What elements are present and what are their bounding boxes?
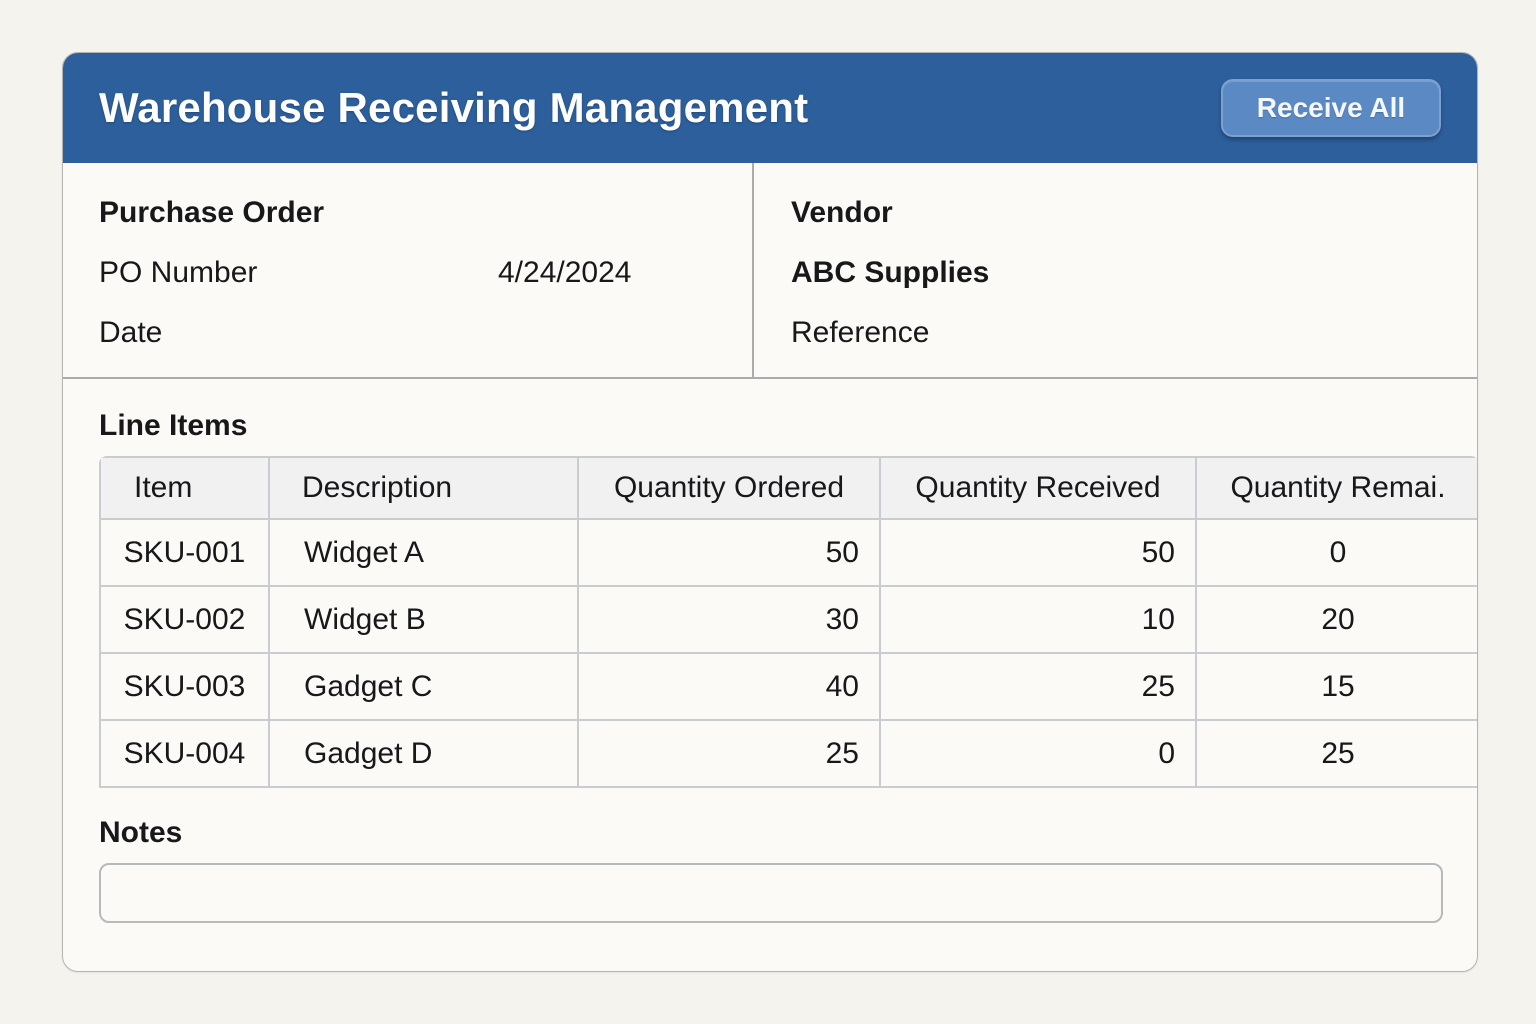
table-row: SKU-002 Widget B 30 10 20 xyxy=(99,585,1477,654)
quantity-remaining-cell: 25 xyxy=(1195,719,1477,788)
item-cell: SKU-004 xyxy=(99,719,270,788)
item-cell: SKU-001 xyxy=(99,518,270,587)
description-cell: Widget A xyxy=(268,518,579,587)
quantity-remaining-cell: 0 xyxy=(1195,518,1477,587)
notes-input[interactable] xyxy=(99,863,1443,923)
quantity-received-cell: 0 xyxy=(879,719,1197,788)
po-number-row: PO Number 4/24/2024 xyxy=(99,256,752,289)
page-title: Warehouse Receiving Management xyxy=(99,84,809,131)
quantity-received-cell: 10 xyxy=(879,585,1197,654)
order-info-section: Purchase Order PO Number 4/24/2024 Date … xyxy=(63,163,1477,379)
description-cell: Gadget D xyxy=(268,719,579,788)
vendor-panel: Vendor ABC Supplies Reference xyxy=(754,163,1477,377)
description-cell: Widget B xyxy=(268,585,579,654)
column-header-item: Item xyxy=(99,456,270,520)
line-items-heading: Line Items xyxy=(99,409,248,442)
column-header-quantity-received: Quantity Received xyxy=(879,456,1197,520)
table-row: SKU-004 Gadget D 25 0 25 xyxy=(99,719,1477,788)
table-row: SKU-003 Gadget C 40 25 15 xyxy=(99,652,1477,721)
quantity-ordered-cell: 50 xyxy=(577,518,881,587)
quantity-ordered-cell: 30 xyxy=(577,585,881,654)
vendor-heading: Vendor xyxy=(791,196,893,229)
po-number-label: PO Number xyxy=(99,256,258,289)
column-header-description: Description xyxy=(268,456,579,520)
line-items-section: Line Items Item Description Quantity Ord… xyxy=(63,379,1477,788)
warehouse-receiving-card: Warehouse Receiving Management Receive A… xyxy=(62,52,1478,972)
notes-section: Notes xyxy=(63,788,1477,923)
quantity-received-cell: 25 xyxy=(879,652,1197,721)
reference-label: Reference xyxy=(791,316,930,349)
item-cell: SKU-003 xyxy=(99,652,270,721)
receive-all-button[interactable]: Receive All xyxy=(1221,79,1441,137)
item-cell: SKU-002 xyxy=(99,585,270,654)
purchase-order-panel: Purchase Order PO Number 4/24/2024 Date xyxy=(63,163,754,377)
line-items-table-wrapper: Item Description Quantity Ordered Quanti… xyxy=(99,456,1477,788)
quantity-remaining-cell: 15 xyxy=(1195,652,1477,721)
app-header: Warehouse Receiving Management Receive A… xyxy=(63,53,1477,163)
quantity-ordered-cell: 25 xyxy=(577,719,881,788)
vendor-name: ABC Supplies xyxy=(791,256,990,289)
column-header-quantity-ordered: Quantity Ordered xyxy=(577,456,881,520)
purchase-order-heading: Purchase Order xyxy=(99,196,325,229)
po-date-value: 4/24/2024 xyxy=(498,256,632,289)
table-header-row: Item Description Quantity Ordered Quanti… xyxy=(99,456,1477,520)
line-items-table: Item Description Quantity Ordered Quanti… xyxy=(99,456,1477,788)
quantity-remaining-cell: 20 xyxy=(1195,585,1477,654)
table-row: SKU-001 Widget A 50 50 0 xyxy=(99,518,1477,587)
notes-heading: Notes xyxy=(99,816,183,849)
date-row: Date xyxy=(99,316,752,349)
quantity-ordered-cell: 40 xyxy=(577,652,881,721)
quantity-received-cell: 50 xyxy=(879,518,1197,587)
date-label: Date xyxy=(99,316,163,349)
description-cell: Gadget C xyxy=(268,652,579,721)
column-header-quantity-remaining: Quantity Remai. xyxy=(1195,456,1477,520)
